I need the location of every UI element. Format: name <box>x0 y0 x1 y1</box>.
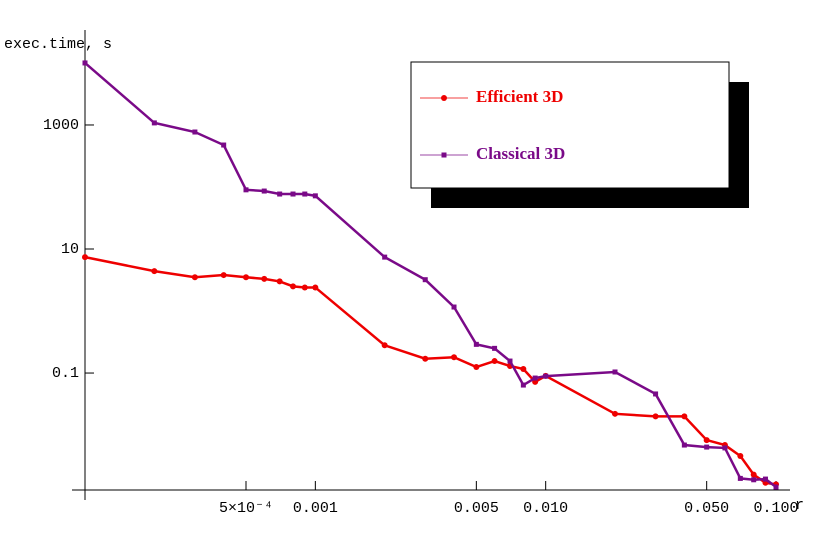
y-axis-label: exec.time, s <box>4 36 112 53</box>
x-tick-label: 5×10⁻⁴ <box>219 500 273 517</box>
x-tick-label: 0.100 <box>754 500 799 517</box>
data-point <box>192 129 198 135</box>
legend-marker <box>441 152 447 158</box>
data-point <box>422 277 428 283</box>
x-tick-label: 0.010 <box>523 500 568 517</box>
data-point <box>243 274 250 281</box>
data-point <box>82 254 88 261</box>
data-point <box>737 452 744 459</box>
legend-box <box>410 61 730 189</box>
x-axis-label: r <box>795 497 804 514</box>
data-point <box>751 477 757 483</box>
x-tick-label: 0.001 <box>293 500 338 517</box>
legend-label: Classical 3D <box>476 144 565 163</box>
data-point <box>82 60 88 66</box>
data-point <box>221 142 227 148</box>
data-point <box>276 278 283 285</box>
data-point <box>382 254 388 260</box>
data-point <box>290 283 297 290</box>
data-point <box>277 191 283 197</box>
data-point <box>520 382 526 388</box>
data-point <box>302 191 308 197</box>
data-point <box>422 355 429 362</box>
data-point <box>451 354 458 361</box>
data-point <box>492 345 498 351</box>
data-point <box>261 275 268 282</box>
data-point <box>532 375 538 381</box>
data-point <box>151 120 157 126</box>
data-point <box>737 475 743 481</box>
data-point <box>703 437 710 444</box>
data-point <box>381 342 388 349</box>
data-point <box>312 193 318 199</box>
series-line <box>84 255 777 486</box>
data-point <box>290 191 296 197</box>
y-tick-label: 0.1 <box>52 365 79 382</box>
series-line <box>84 62 777 489</box>
data-point <box>520 366 527 373</box>
data-point <box>301 284 308 291</box>
data-point <box>473 341 479 347</box>
y-tick-label: 10 <box>61 241 79 258</box>
data-point <box>704 444 710 450</box>
data-point <box>543 373 549 379</box>
data-point <box>507 358 513 364</box>
data-point <box>473 364 480 371</box>
y-tick-label: 1000 <box>43 117 79 134</box>
data-point <box>762 476 768 482</box>
legend-marker <box>441 95 447 101</box>
data-point <box>151 268 158 275</box>
data-point <box>243 187 249 193</box>
x-tick-label: 0.050 <box>684 500 729 517</box>
data-point <box>612 410 619 417</box>
data-point <box>451 304 457 310</box>
data-point <box>773 484 779 490</box>
data-point <box>750 471 757 478</box>
data-point <box>220 272 227 279</box>
data-point <box>722 445 728 451</box>
data-point <box>491 358 498 365</box>
data-point <box>681 442 687 448</box>
data-point <box>312 284 319 291</box>
data-point <box>261 188 267 194</box>
data-point <box>612 369 618 375</box>
data-point <box>652 413 659 420</box>
data-point <box>191 274 198 281</box>
data-point <box>681 413 688 420</box>
legend-label: Efficient 3D <box>476 87 563 106</box>
x-tick-label: 0.005 <box>454 500 499 517</box>
data-point <box>653 391 659 397</box>
